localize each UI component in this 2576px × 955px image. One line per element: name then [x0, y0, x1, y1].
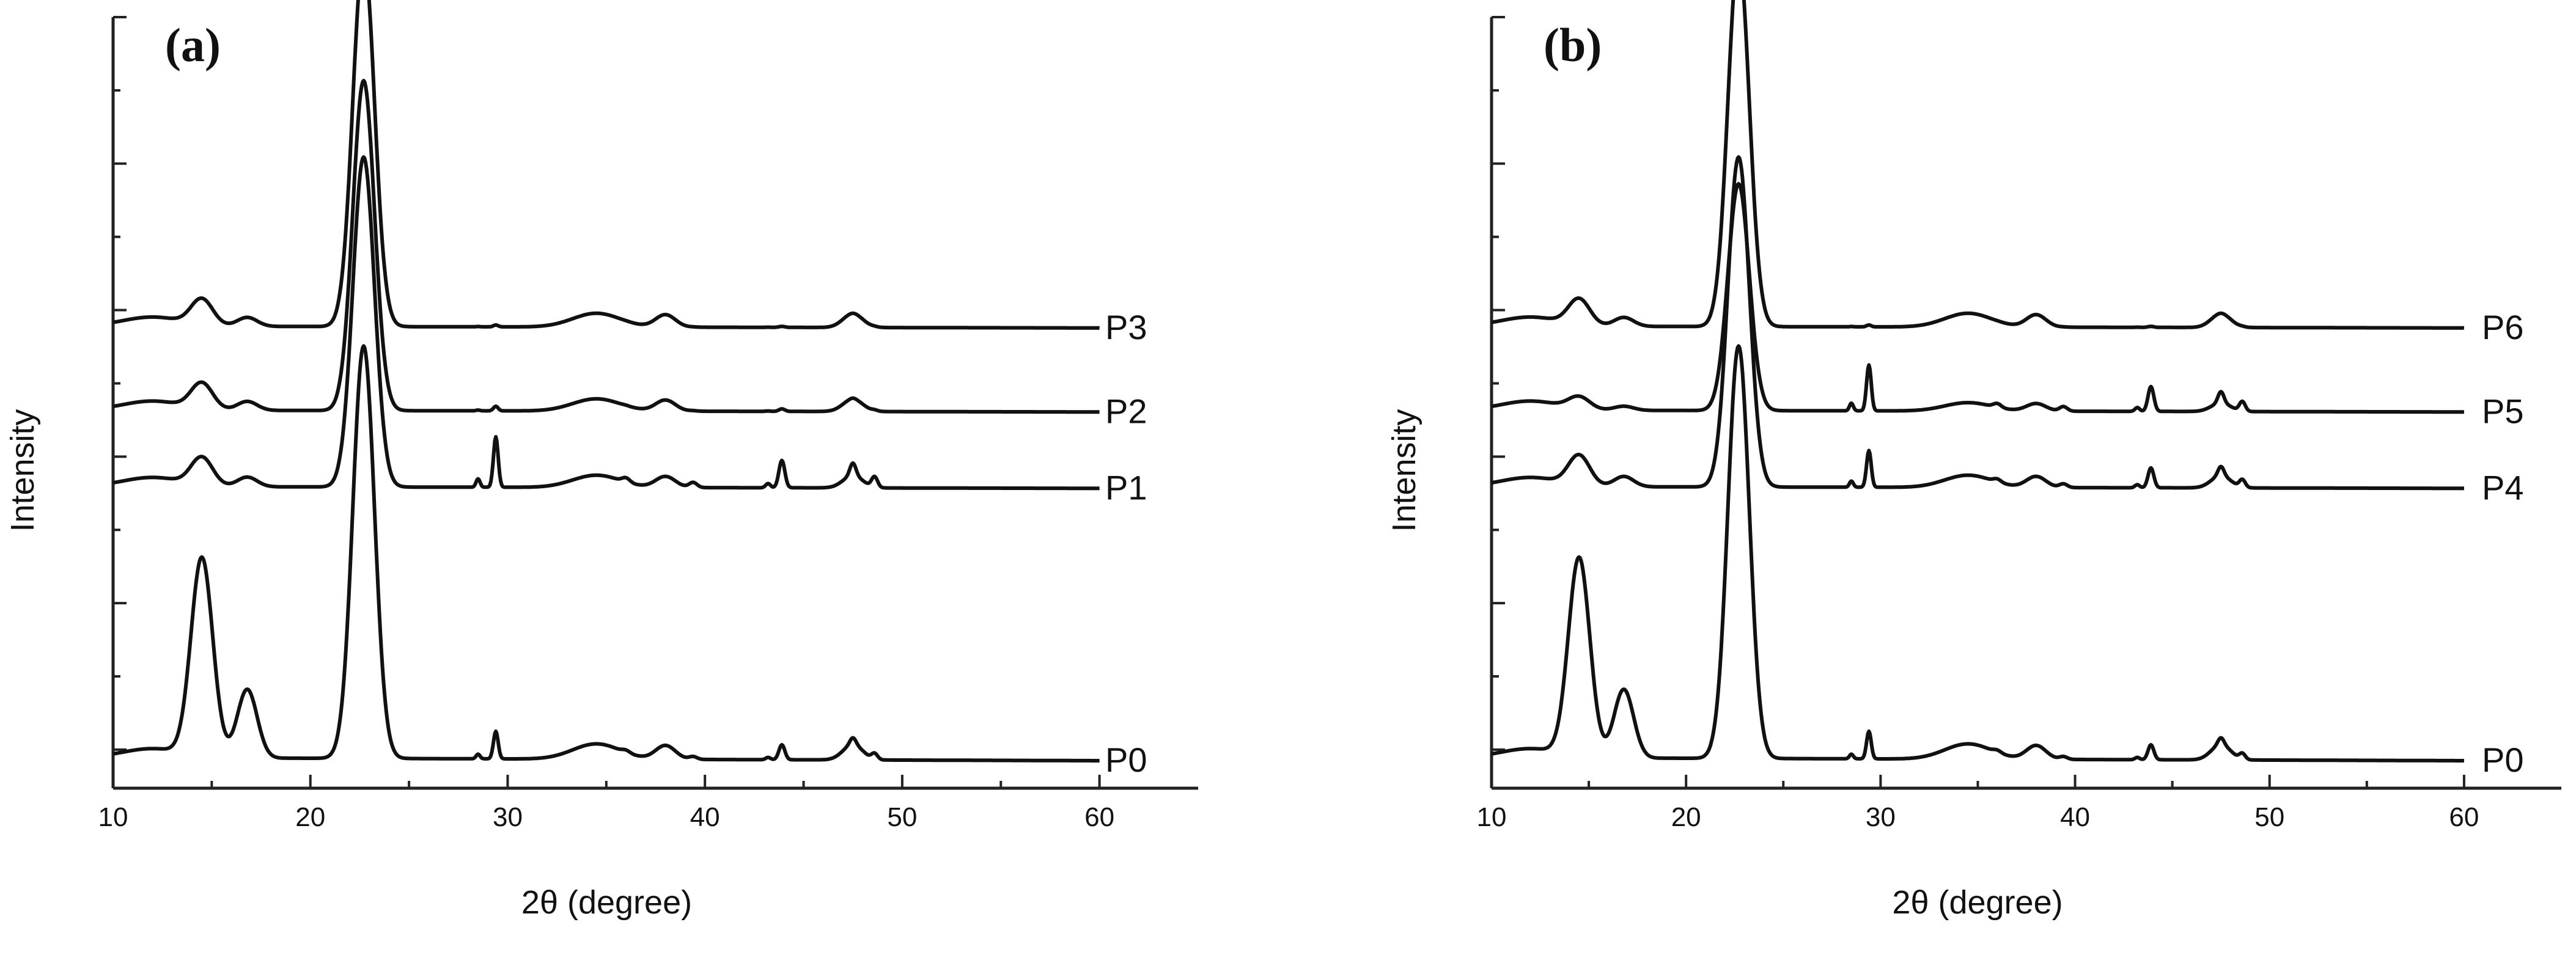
panel-label: (a): [165, 18, 221, 71]
series-label-P3: P3: [1105, 308, 1147, 346]
series-label-P4: P4: [2482, 468, 2524, 507]
x-tick-label: 10: [1477, 802, 1507, 832]
x-tick-label: 10: [98, 802, 128, 832]
chart-panel-b: 10 20 30 40 50 60 2θ (degree) Intensity (b) P6 P5 P…: [1386, 0, 2561, 921]
x-tick-label: 30: [493, 802, 523, 832]
x-tick-label: 50: [887, 802, 917, 832]
series-label-P2: P2: [1105, 392, 1147, 430]
series-line-P2: [112, 79, 1100, 414]
series-label-P1: P1: [1105, 468, 1147, 507]
x-tick-label: 40: [2060, 802, 2090, 832]
series-line-P4: [1490, 155, 2465, 491]
x-tick-label: 50: [2254, 802, 2284, 832]
series-line-P6: [1490, 0, 2465, 330]
series-line-P1: [112, 155, 1100, 491]
x-tick-label: 30: [1866, 802, 1896, 832]
x-axis-title: 2θ (degree): [521, 884, 692, 921]
series-line-P0: [112, 344, 1100, 763]
series-label-P6: P6: [2482, 308, 2524, 346]
x-tick-label: 20: [1671, 802, 1701, 832]
series-label-P0: P0: [2482, 741, 2524, 779]
y-axis-title: Intensity: [1386, 409, 1422, 532]
series-line-P0: [1490, 344, 2465, 763]
x-tick-label: 60: [1084, 802, 1114, 832]
y-axis-title: Intensity: [4, 409, 41, 532]
series-label-P5: P5: [2482, 392, 2524, 430]
x-axis-title: 2θ (degree): [1892, 884, 2063, 921]
series-line-P5: [1490, 181, 2465, 414]
x-tick-label: 40: [690, 802, 720, 832]
series-line-P3: [112, 0, 1100, 330]
x-tick-label: 20: [295, 802, 325, 832]
panel-label: (b): [1544, 18, 1602, 71]
series-label-P0: P0: [1105, 741, 1147, 779]
x-tick-label: 60: [2449, 802, 2479, 832]
chart-panel-a: 10 20 30 40 50 60 2θ (degree) Intensity (a) P3 P2 P…: [4, 0, 1198, 921]
